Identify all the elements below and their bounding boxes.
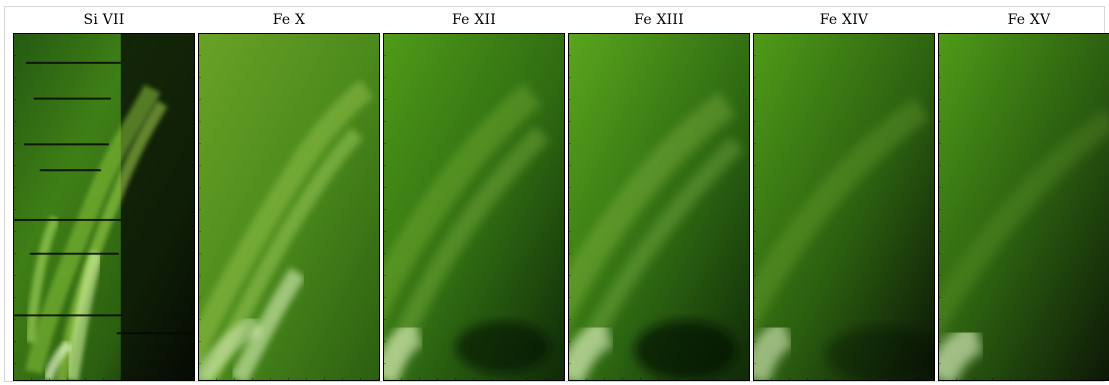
panel-fe-xv: Fe XV [938,7,1109,383]
bottom-ticks [569,378,749,380]
left-ticks [939,34,941,380]
panel-fe-xii: Fe XII [383,7,565,383]
panel-fe-xiv: Fe XIV [753,7,935,383]
solar-loop-svg [939,34,1109,380]
panel-fe-xiii: Fe XIII [568,7,750,383]
solar-loop-svg [569,34,749,380]
panel-title: Fe X [272,12,306,28]
left-ticks [199,34,201,380]
bottom-ticks [939,378,1109,380]
panel-si-vii: Si VII [13,7,195,383]
solar-loop-svg [199,34,379,380]
panel-title: Fe XIV [819,12,869,28]
panel-title: Fe XV [1007,12,1051,28]
panel-fe-x: Fe X [198,7,380,383]
solar-loop-image [13,33,195,381]
solar-loop-svg [14,34,194,380]
solar-loop-image [198,33,380,381]
panel-title: Fe XII [452,12,496,28]
solar-loop-svg [384,34,564,380]
left-ticks [14,34,16,380]
solar-loop-svg [754,34,934,380]
panel-title: Si VII [83,12,125,28]
solar-loop-image [938,33,1109,381]
left-ticks [754,34,756,380]
bottom-ticks [754,378,934,380]
solar-loop-image [753,33,935,381]
left-ticks [384,34,386,380]
bottom-ticks [199,378,379,380]
bottom-ticks [14,378,194,380]
solar-loop-image [383,33,565,381]
panel-title: Fe XIII [634,12,684,28]
solar-loop-image [568,33,750,381]
left-ticks [569,34,571,380]
bottom-ticks [384,378,564,380]
figure-frame: Si VII [4,6,1109,383]
